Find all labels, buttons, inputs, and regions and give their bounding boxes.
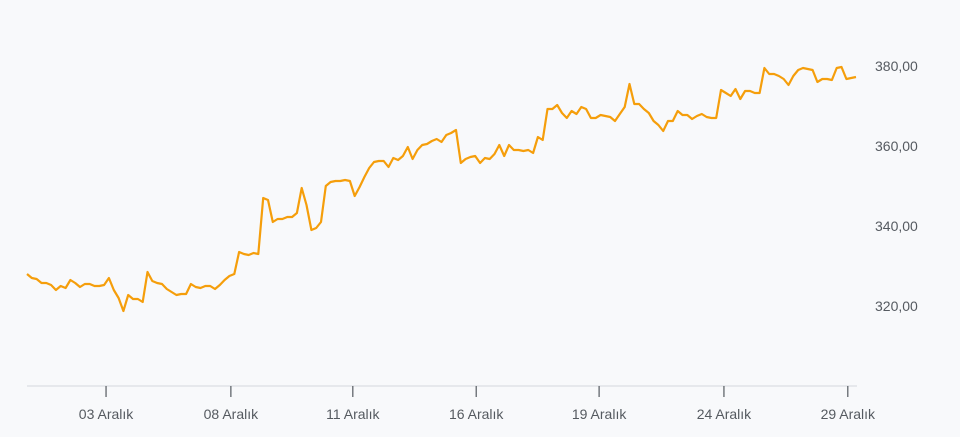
- x-tick-label: 24 Aralık: [697, 406, 752, 422]
- y-axis: 320,00 340,00 360,00 380,00: [875, 58, 918, 314]
- x-tick-label: 11 Aralık: [326, 406, 380, 422]
- x-tick-label: 03 Aralık: [79, 406, 134, 422]
- series-line: [26, 65, 857, 313]
- y-tick-label: 380,00: [875, 58, 918, 74]
- x-tick-label: 08 Aralık: [204, 406, 259, 422]
- y-tick-label: 320,00: [875, 298, 918, 314]
- x-tick-label: 29 Aralık: [821, 406, 876, 422]
- x-axis: 03 Aralık 08 Aralık 11 Aralık 16 Aralık 19 A…: [79, 386, 876, 422]
- x-tick-label: 19 Aralık: [572, 406, 627, 422]
- x-tick-label: 16 Aralık: [449, 406, 504, 422]
- y-tick-label: 360,00: [875, 138, 918, 154]
- y-tick-label: 340,00: [875, 218, 918, 234]
